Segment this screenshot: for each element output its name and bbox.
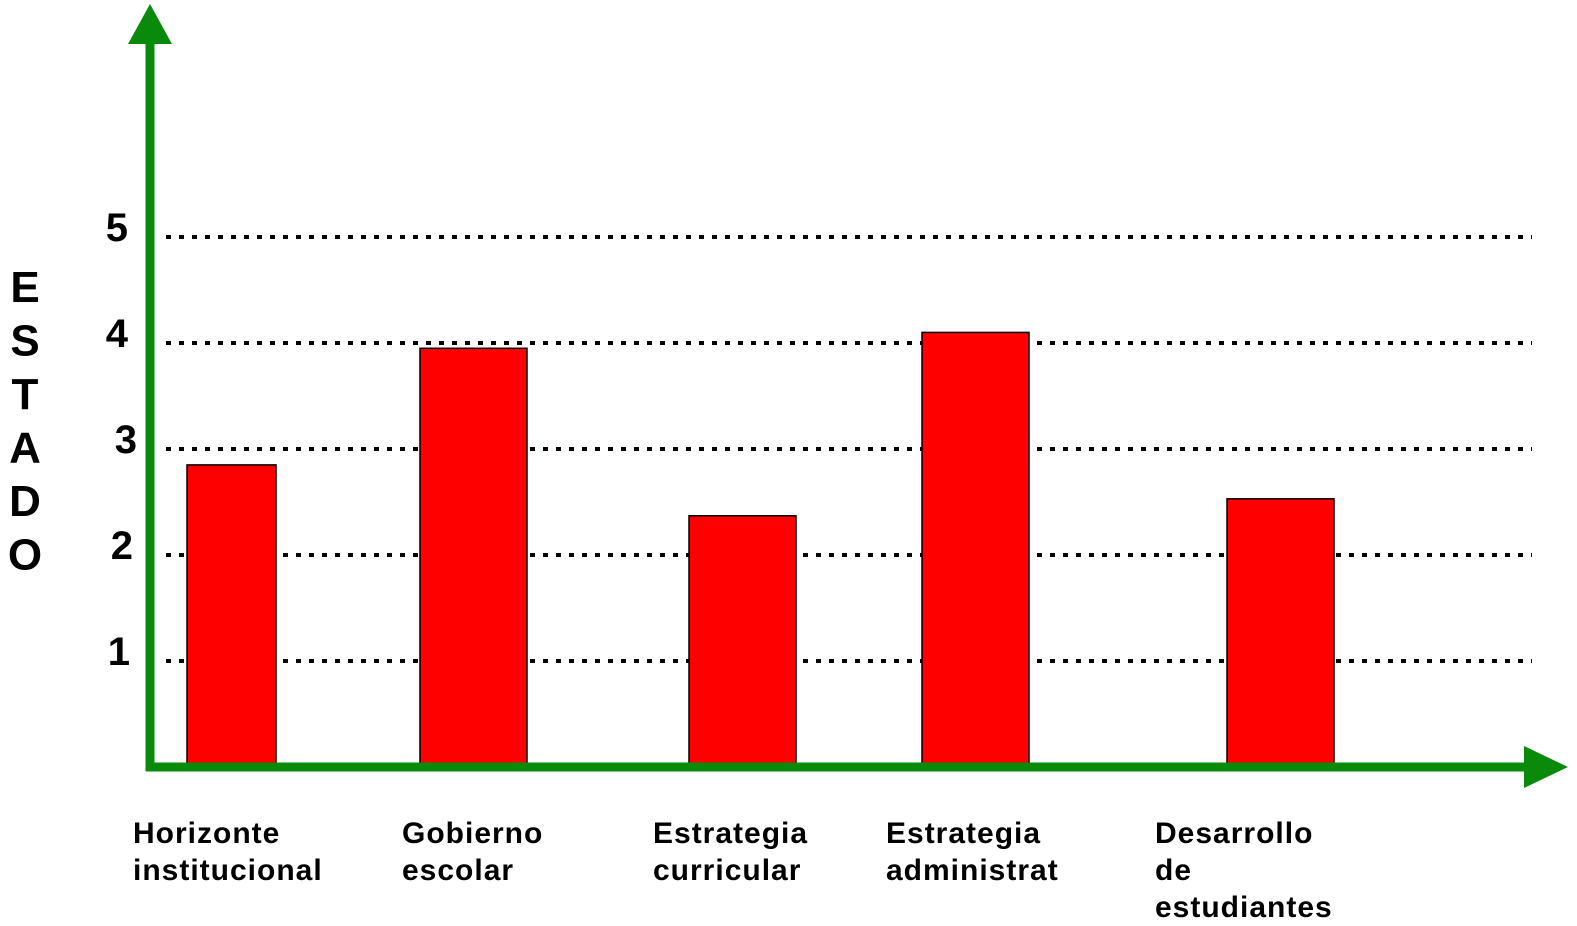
x-category-label-1: Horizonte institucional: [133, 817, 323, 887]
x-category-label-4: Estrategia administrat: [886, 817, 1059, 887]
bar-5: [1226, 498, 1335, 768]
axes: [128, 4, 1568, 788]
x-axis-arrow-icon: [1524, 746, 1568, 788]
x-category-label-2: Gobierno escolar: [402, 817, 543, 887]
y-axis-label-letter: O: [8, 531, 42, 580]
y-tick-labels: 1 2 3 4 5: [106, 206, 137, 674]
x-category-labels: Horizonte institucional Gobierno escolar Est…: [133, 817, 1333, 924]
y-axis-label-letter: S: [10, 317, 39, 366]
y-tick-label-2: 2: [111, 524, 133, 568]
y-axis-label-letter: D: [9, 477, 41, 526]
bar-3: [688, 515, 797, 768]
y-tick-label-1: 1: [108, 630, 130, 674]
x-category-label-5: Desarrollo de estudiantes: [1155, 817, 1333, 924]
y-axis-arrow-icon: [128, 4, 172, 44]
y-tick-label-3: 3: [115, 418, 137, 462]
y-tick-label-4: 4: [106, 312, 129, 356]
bars: [186, 331, 1335, 768]
y-axis-label-letter: A: [9, 424, 41, 473]
bar-1: [186, 464, 277, 768]
bar-2: [419, 347, 528, 768]
bar-4: [921, 331, 1030, 768]
y-axis-label-letter: E: [10, 263, 39, 312]
y-tick-label-5: 5: [106, 206, 128, 250]
x-category-label-3: Estrategia curricular: [653, 817, 808, 887]
y-axis-label-letter: T: [12, 370, 39, 419]
